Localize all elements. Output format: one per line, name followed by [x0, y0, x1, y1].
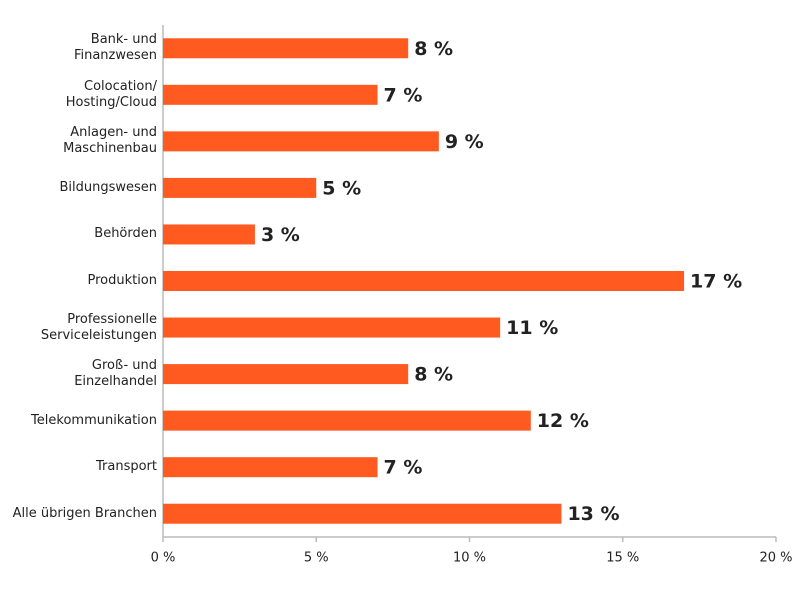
category-label: Anlagen- und Maschinenbau [63, 125, 157, 157]
category-label: Alle übrigen Branchen [12, 505, 157, 521]
value-label: 11 % [506, 317, 558, 339]
x-tick-label: 15 % [606, 551, 639, 566]
bar [163, 177, 317, 198]
bar [163, 131, 439, 152]
value-label: 3 % [261, 224, 300, 246]
category-label: Professionelle Serviceleistungen [40, 311, 157, 343]
bar [163, 271, 685, 291]
x-tick-label: 10 % [453, 551, 486, 566]
bar [163, 364, 409, 385]
category-label: Bank- und Finanzwesen [73, 32, 157, 64]
value-label: 17 % [690, 271, 742, 293]
bar [163, 224, 255, 245]
bar [163, 38, 409, 59]
value-label: 12 % [537, 410, 589, 432]
value-label: 7 % [384, 457, 423, 479]
category-label: Colocation/ Hosting/Cloud [65, 78, 157, 110]
x-tick-label: 0 % [151, 551, 176, 566]
value-label: 5 % [322, 177, 361, 199]
category-label: Telekommunikation [31, 412, 157, 428]
x-tick-label: 5 % [304, 551, 329, 566]
value-label: 13 % [567, 503, 619, 525]
category-label: Produktion [87, 273, 157, 288]
value-label: 8 % [414, 38, 453, 60]
value-label: 8 % [414, 364, 453, 386]
bar [163, 457, 378, 478]
bar [163, 84, 378, 105]
value-label: 7 % [384, 84, 423, 106]
category-label: Bildungswesen [59, 179, 157, 195]
value-label: 9 % [445, 131, 484, 153]
bar [163, 317, 501, 338]
x-tick-label: 20 % [759, 551, 792, 566]
category-label: Groß- und Einzelhandel [74, 358, 157, 390]
bar [163, 503, 562, 524]
category-label: Transport [95, 459, 157, 475]
bar [163, 410, 531, 431]
category-label: Behörden [94, 226, 157, 242]
